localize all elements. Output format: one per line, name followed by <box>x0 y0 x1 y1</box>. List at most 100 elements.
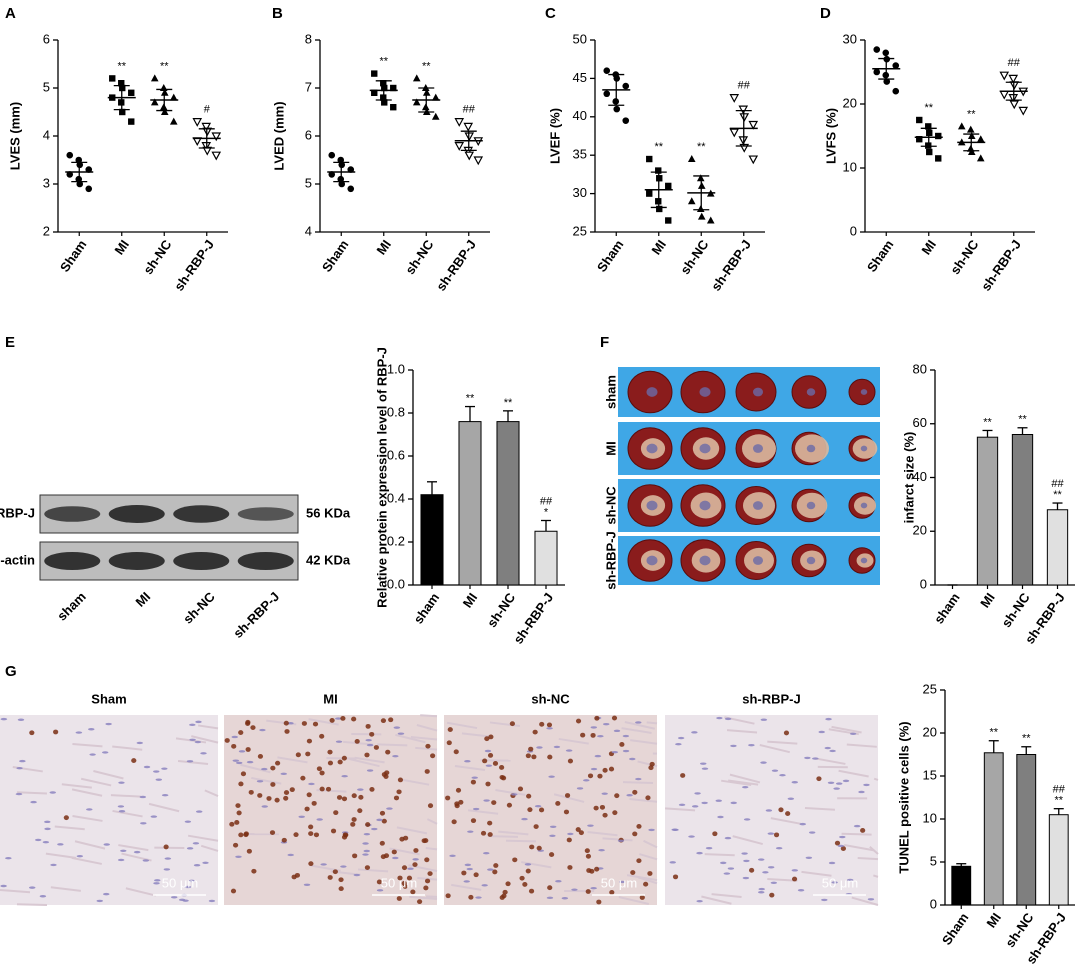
nucleus <box>312 721 319 727</box>
nucleus <box>308 824 314 830</box>
nucleus <box>842 779 850 783</box>
nucleus <box>381 772 387 777</box>
nucleus <box>522 882 528 887</box>
nucleus <box>611 715 618 721</box>
nucleus <box>364 865 371 871</box>
data-point <box>464 151 475 161</box>
fiber <box>624 721 656 730</box>
nucleus <box>597 735 604 738</box>
nucleus <box>632 831 638 837</box>
nucleus <box>236 761 243 765</box>
nucleus <box>133 850 141 854</box>
nucleus <box>583 779 590 782</box>
fiber <box>416 724 438 732</box>
y-tick-label: 2 <box>43 223 50 238</box>
nucleus <box>120 849 127 853</box>
fiber <box>732 835 763 846</box>
panel-label: D <box>820 5 831 22</box>
fiber <box>349 758 380 768</box>
x-tick-label: Sham <box>864 237 897 275</box>
y-tick-label: 10 <box>843 159 857 174</box>
significance-label: ** <box>117 60 126 72</box>
data-point <box>169 93 178 101</box>
scale-label: 50 μm <box>601 875 637 890</box>
nucleus <box>743 818 751 821</box>
nucleus <box>105 722 112 726</box>
nucleus <box>585 853 592 859</box>
nucleus <box>464 863 472 867</box>
nucleus <box>270 765 276 771</box>
nucleus <box>483 851 490 855</box>
fiber <box>498 830 529 836</box>
data-point <box>655 167 662 174</box>
slice-lumen <box>806 556 816 565</box>
nucleus <box>499 765 505 770</box>
x-tick-label: Sham <box>594 237 627 275</box>
nucleus <box>257 793 263 798</box>
y-tick-label: 6 <box>305 127 312 142</box>
nucleus <box>758 858 765 861</box>
nucleus <box>858 790 865 794</box>
fiber <box>637 876 658 885</box>
data-point <box>390 84 397 92</box>
fiber <box>843 843 875 852</box>
nucleus <box>410 889 416 895</box>
nucleus <box>590 726 597 729</box>
nucleus <box>672 874 679 880</box>
nucleus <box>86 808 93 811</box>
nucleus <box>593 805 599 811</box>
data-point <box>454 142 465 151</box>
y-tick-label: 4 <box>305 223 312 238</box>
fiber <box>204 789 219 797</box>
nucleus <box>362 853 369 856</box>
data-point <box>935 132 942 140</box>
y-tick-label: 80 <box>913 361 927 376</box>
x-tick-label: sh-NC <box>1002 910 1037 950</box>
nucleus <box>643 881 649 887</box>
nucleus <box>250 725 256 731</box>
nucleus <box>396 789 402 795</box>
nucleus <box>304 806 310 812</box>
nucleus <box>691 731 698 734</box>
nucleus <box>338 886 344 892</box>
nucleus <box>575 827 581 832</box>
data-point <box>211 151 222 161</box>
nucleus <box>365 723 371 729</box>
nucleus <box>365 822 371 827</box>
nucleus <box>821 898 828 902</box>
nucleus <box>274 797 280 803</box>
nucleus <box>546 727 553 730</box>
fiber <box>71 788 103 797</box>
slice-lumen <box>753 387 763 397</box>
image-title: sh-RBP-J <box>742 691 801 706</box>
nucleus <box>840 846 846 851</box>
nucleus <box>529 844 535 850</box>
nucleus <box>338 877 344 883</box>
nucleus <box>805 856 813 859</box>
y-tick-label: 30 <box>573 185 587 200</box>
fiber <box>495 789 526 796</box>
nucleus <box>475 896 482 899</box>
nucleus <box>319 786 325 792</box>
data-point <box>935 155 942 162</box>
nucleus <box>35 838 42 842</box>
nucleus <box>812 757 819 760</box>
nucleus <box>298 815 305 818</box>
fiber <box>804 807 836 811</box>
nucleus <box>773 832 780 838</box>
nucleus <box>566 837 572 843</box>
nucleus <box>30 800 37 804</box>
nucleus <box>283 790 290 795</box>
nucleus <box>636 824 642 829</box>
nucleus <box>189 738 196 741</box>
nucleus <box>393 795 400 801</box>
nucleus <box>369 731 375 737</box>
nucleus <box>351 716 357 722</box>
nucleus <box>280 772 287 776</box>
y-axis-label: LVFS (%) <box>823 108 838 164</box>
nucleus <box>694 792 701 795</box>
data-point <box>328 151 336 159</box>
nucleus <box>235 855 242 858</box>
nucleus <box>366 769 374 772</box>
bar <box>1048 814 1069 906</box>
